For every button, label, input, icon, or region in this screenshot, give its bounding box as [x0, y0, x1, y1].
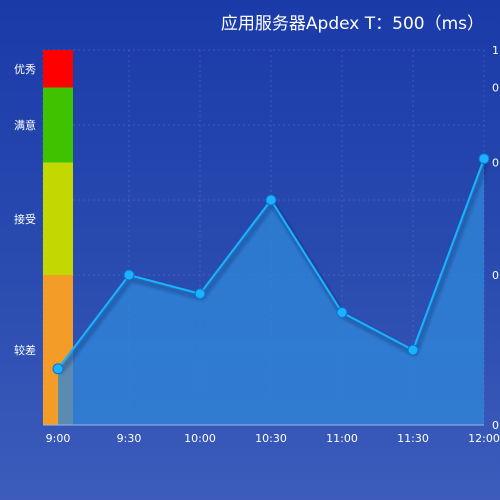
chart-title: 应用服务器Apdex T：500（ms）: [221, 14, 484, 34]
y-tick-label-3: 0: [492, 82, 499, 95]
x-tick-label-1: 9:30: [117, 432, 142, 445]
y-axis-ticks: 0 0 0 0 1: [492, 44, 499, 432]
series-area: [58, 158, 484, 425]
band-1: [43, 162, 73, 275]
x-tick-label-6: 12:00: [468, 432, 500, 445]
x-axis-ticks: 9:00 9:30 10:00 10:30 11:00 11:30 12:00: [46, 432, 500, 445]
y-tick-label-4: 1: [492, 44, 499, 57]
band-2: [43, 87, 73, 163]
y-tick-label-1: 0: [492, 269, 499, 282]
data-point-0: [52, 363, 64, 375]
data-point-6: [478, 153, 490, 165]
x-tick-label-3: 10:30: [255, 432, 287, 445]
band-3: [43, 50, 73, 88]
y-tick-label-0: 0: [492, 419, 499, 432]
data-point-4: [336, 307, 348, 318]
band-label-1: 接受: [14, 213, 36, 226]
x-tick-label-5: 11:30: [397, 432, 429, 445]
y-tick-label-2: 0: [492, 157, 499, 170]
data-points: [52, 153, 490, 375]
band-label-0: 较差: [14, 343, 36, 357]
data-point-1: [123, 269, 135, 281]
data-point-2: [194, 288, 206, 300]
band-label-3: 优秀: [14, 63, 36, 76]
x-tick-label-4: 11:00: [326, 432, 358, 445]
band-label-2: 满意: [14, 118, 36, 132]
data-point-3: [265, 194, 277, 206]
data-point-5: [407, 344, 419, 356]
x-tick-label-2: 10:00: [184, 432, 216, 445]
x-tick-label-0: 9:00: [46, 432, 71, 445]
